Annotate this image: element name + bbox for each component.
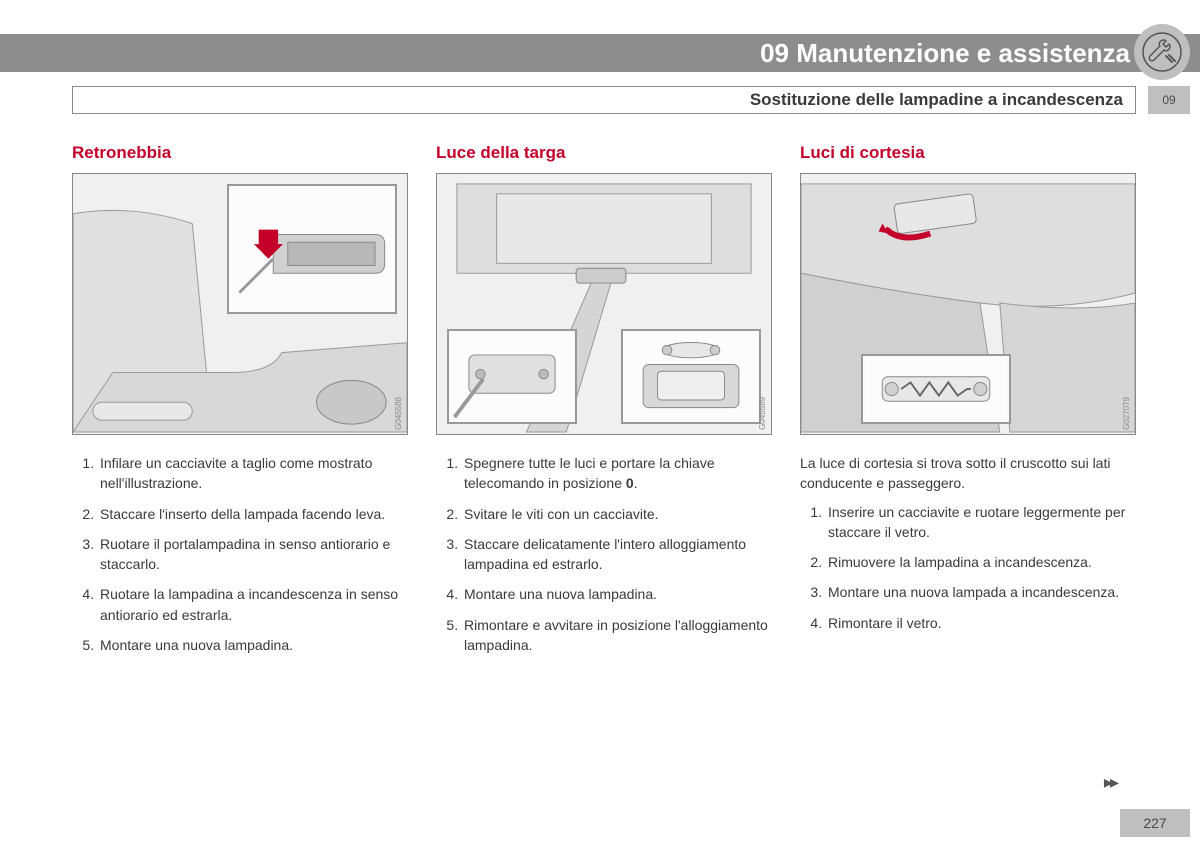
steps-list: Infilare un cacciavite a taglio come mos… xyxy=(72,453,408,655)
step: Rimontare e avvitare in posizione l'allo… xyxy=(462,615,772,656)
step: Rimuovere la lampadina a incandescenza. xyxy=(826,552,1136,572)
image-code: G027079 xyxy=(1122,397,1131,430)
col-retronebbia: Retronebbia G045588 xyxy=(72,143,408,665)
page-number: 227 xyxy=(1120,809,1190,837)
step: Ruotare la lampadina a incandescenza in … xyxy=(98,584,408,625)
col-heading: Luce della targa xyxy=(436,143,772,163)
section-header: Sostituzione delle lampadine a incandesc… xyxy=(72,86,1136,114)
col-heading: Retronebbia xyxy=(72,143,408,163)
steps-list: Spegnere tutte le luci e portare la chia… xyxy=(436,453,772,655)
chapter-title: 09 Manutenzione e assistenza xyxy=(760,38,1130,69)
intro-text: La luce di cortesia si trova sotto il cr… xyxy=(800,453,1136,494)
section-title: Sostituzione delle lampadine a incandesc… xyxy=(750,90,1123,110)
chapter-tab: 09 xyxy=(1148,86,1190,114)
step: Ruotare il portalampadina in senso antio… xyxy=(98,534,408,575)
step: Spegnere tutte le luci e portare la chia… xyxy=(462,453,772,494)
illustration-luci-cortesia: G027079 xyxy=(800,173,1136,435)
illustration-luce-targa: G045589 xyxy=(436,173,772,435)
step: Inserire un cacciavite e ruotare leggerm… xyxy=(826,502,1136,543)
step: Montare una nuova lampadina. xyxy=(462,584,772,604)
image-code: G045589 xyxy=(758,397,767,430)
chapter-header: 09 Manutenzione e assistenza xyxy=(0,34,1200,72)
step: Montare una nuova lampada a incandescenz… xyxy=(826,582,1136,602)
step: Svitare le viti con un cacciavite. xyxy=(462,504,772,524)
image-code: G045588 xyxy=(394,397,403,430)
content-columns: Retronebbia G045588 xyxy=(72,143,1136,665)
wrench-icon xyxy=(1134,24,1190,80)
continuation-icon: ▸▸ xyxy=(1104,772,1116,793)
step: Staccare delicatamente l'intero alloggia… xyxy=(462,534,772,575)
col-heading: Luci di cortesia xyxy=(800,143,1136,163)
step: Staccare l'inserto della lampada facendo… xyxy=(98,504,408,524)
step: Rimontare il vetro. xyxy=(826,613,1136,633)
steps-list: Inserire un cacciavite e ruotare leggerm… xyxy=(800,502,1136,633)
illustration-retronebbia: G045588 xyxy=(72,173,408,435)
col-luci-cortesia: Luci di cortesia G027079 xyxy=(800,143,1136,665)
step: Montare una nuova lampadina. xyxy=(98,635,408,655)
step: Infilare un cacciavite a taglio come mos… xyxy=(98,453,408,494)
col-luce-targa: Luce della targa xyxy=(436,143,772,665)
